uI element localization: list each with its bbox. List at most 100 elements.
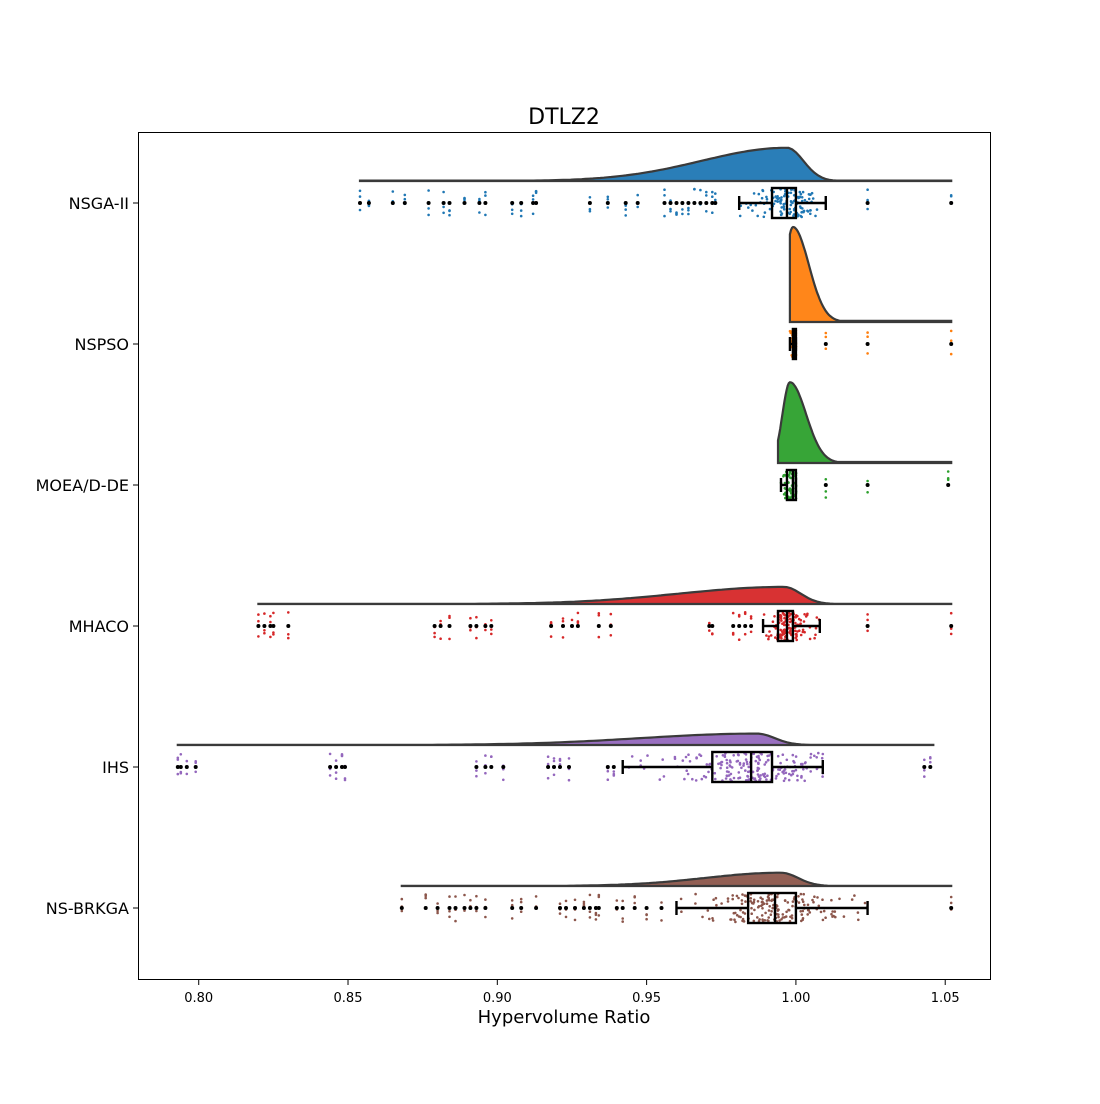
data-point [731,611,735,615]
data-point [795,633,798,636]
data-point [558,902,562,905]
data-point [534,191,538,195]
data-point [923,758,926,762]
data-point [743,611,747,614]
outlier-marker [737,624,742,628]
outlier-marker [271,624,276,628]
data-point [784,777,787,780]
data-point [781,916,785,919]
data-point [731,894,734,897]
data-point [866,479,869,483]
data-point [756,768,759,772]
data-point [737,638,741,641]
data-point [799,622,802,625]
outlier-marker [501,765,506,769]
data-point [442,205,445,209]
data-point [714,192,717,195]
data-point [753,777,757,780]
data-point [686,772,690,776]
data-point [257,619,260,623]
data-point [744,769,747,772]
data-point [624,204,627,207]
outlier-marker [468,906,473,910]
data-point [454,919,457,923]
data-point [685,769,688,772]
data-point [774,195,777,198]
data-point [798,205,802,208]
data-point [561,636,565,639]
data-point [770,910,773,913]
data-point [743,632,747,636]
outlier-marker [731,624,736,628]
data-point [736,753,740,756]
data-point [588,916,592,919]
data-point [773,615,776,618]
data-point [821,775,824,778]
data-point [763,211,767,214]
data-point [788,626,791,630]
data-point [789,490,792,493]
data-point [763,919,767,922]
data-point [788,473,791,477]
data-point [442,211,445,215]
x-tick-label: 1.00 [781,991,810,1006]
plot-area: 0.80 0.85 0.90 0.95 1.00 1.05 NSGA-II NSPSO MOEA… [36,146,960,1006]
data-point [819,910,823,914]
data-point [558,912,562,915]
data-point [567,757,571,760]
data-point [442,190,445,194]
data-point [752,192,756,195]
data-point [328,774,332,777]
data-point [802,209,806,213]
data-point [612,774,616,777]
data-point [739,908,742,912]
data-point [711,632,714,636]
data-point [824,478,828,481]
data-point [757,905,761,908]
data-point [732,754,735,757]
data-point [751,209,754,212]
data-point [257,613,260,616]
data-point [573,898,577,902]
data-point [490,619,493,622]
data-point [749,615,753,618]
data-point [729,772,733,776]
data-point [799,892,803,896]
data-point [813,754,816,758]
data-point [711,190,714,194]
data-point [510,899,514,902]
data-point [606,195,610,199]
data-point [588,207,592,211]
box-iqr [785,468,798,502]
data-point [780,206,783,209]
data-point [788,620,792,624]
data-point [519,910,523,913]
data-point [803,198,807,202]
data-point [463,198,466,202]
data-point [779,199,783,202]
data-point [658,778,662,781]
data-point [272,631,275,634]
data-point [794,621,797,625]
data-point [340,754,344,757]
data-point [730,766,734,769]
data-point [815,616,819,619]
data-point [853,894,856,897]
data-point [531,194,535,197]
data-point [774,777,778,780]
data-point [800,199,804,203]
outlier-marker [474,624,479,628]
data-point [771,906,774,910]
data-point [781,913,785,916]
outlier-marker [949,342,954,346]
data-point [796,778,799,782]
data-point [502,778,505,782]
data-point [567,778,571,782]
data-point [687,206,690,210]
data-point [775,895,779,899]
data-point [687,209,690,212]
data-point [597,635,601,639]
outlier-marker [510,201,515,205]
data-point [788,631,791,634]
data-point [478,197,481,201]
